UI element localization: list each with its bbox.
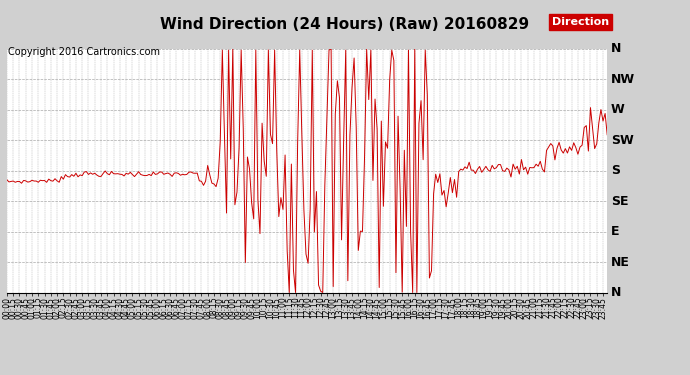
Text: NW: NW [611,73,635,86]
Text: SE: SE [611,195,628,208]
Text: W: W [611,103,624,116]
Text: Wind Direction (24 Hours) (Raw) 20160829: Wind Direction (24 Hours) (Raw) 20160829 [161,17,529,32]
Text: N: N [611,42,621,55]
Text: N: N [611,286,621,299]
Text: NE: NE [611,255,629,268]
Text: Direction: Direction [552,17,609,27]
Text: SW: SW [611,134,633,147]
Text: E: E [611,225,619,238]
Text: S: S [611,164,620,177]
Text: Copyright 2016 Cartronics.com: Copyright 2016 Cartronics.com [8,47,160,57]
